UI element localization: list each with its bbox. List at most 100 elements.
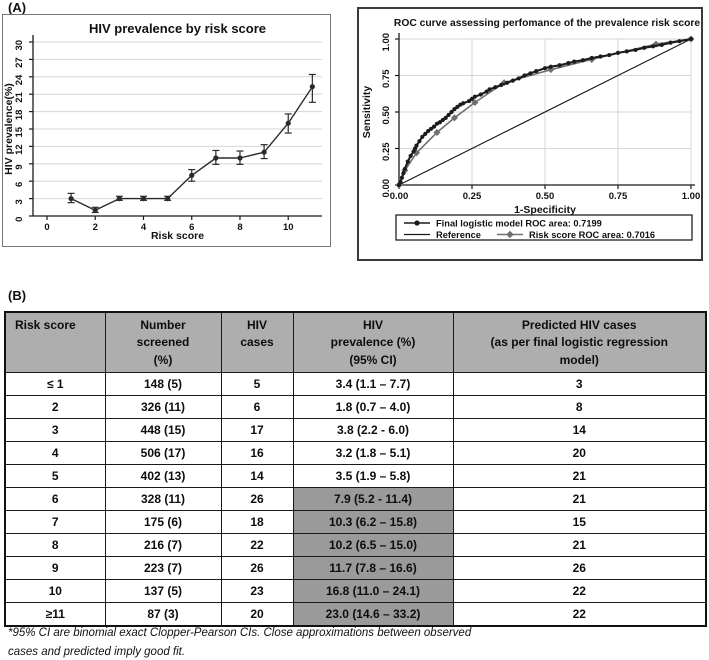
svg-text:ROC curve assessing perfomance: ROC curve assessing perfomance of the pr…: [394, 18, 700, 29]
table-cell-predicted: 21: [452, 487, 707, 512]
svg-text:10: 10: [283, 222, 294, 233]
table-cell-hiv-cases: 18: [220, 510, 294, 535]
table-header-row: Risk score Number screened (%) HIV cases HI…: [4, 311, 707, 374]
table-row: ≤ 1 148 (5) 5 3.4 (1.1 – 7.7) 3: [4, 372, 707, 397]
table-row: 10 137 (5) 23 16.8 (11.0 – 24.1) 22: [4, 579, 707, 604]
table-footnote: *95% CI are binomial exact Clopper-Pears…: [8, 624, 648, 660]
column-header: HIV prevalence (%) (95% CI): [292, 311, 454, 374]
table-cell-prevalence: 3.2 (1.8 – 5.1): [292, 441, 454, 466]
table-cell-hiv-cases: 6: [220, 395, 294, 420]
table-cell-predicted: 26: [452, 556, 707, 581]
svg-text:Risk score ROC area: 0.7016: Risk score ROC area: 0.7016: [529, 230, 655, 240]
svg-text:Risk score: Risk score: [151, 230, 204, 242]
table-cell-predicted: 22: [452, 602, 707, 627]
table-cell-predicted: 22: [452, 579, 707, 604]
svg-text:24: 24: [14, 74, 25, 85]
roc-reference-series: [398, 38, 692, 186]
table-row: 2 326 (11) 6 1.8 (0.7 – 4.0) 8: [4, 395, 707, 420]
svg-text:18: 18: [14, 110, 25, 121]
table-cell-risk-score: 3: [4, 418, 106, 443]
column-header: Risk score: [4, 311, 106, 374]
table-cell-risk-score: 9: [4, 556, 106, 581]
legend: Final logistic model ROC area: 0.7199Ref…: [395, 214, 693, 241]
table-row: 3 448 (15) 17 3.8 (2.2 - 6.0) 14: [4, 418, 707, 443]
table-cell-hiv-cases: 5: [220, 372, 294, 397]
table-cell-number-screened: 328 (11): [104, 487, 222, 512]
table-cell-predicted: 20: [452, 441, 707, 466]
roc-chart-box: 0.00 0.25 0.50 0.75 1.00 0.00 0.25 0.50 0.75 1.00…: [357, 7, 703, 261]
table-body: ≤ 1 148 (5) 5 3.4 (1.1 – 7.7) 3 2 326 (11) 6 1.8…: [4, 372, 707, 627]
table-row: 8 216 (7) 22 10.2 (6.5 – 15.0) 21: [4, 533, 707, 558]
svg-text:Reference: Reference: [436, 230, 481, 240]
column-header: Predicted HIV cases (as per final logist…: [452, 311, 707, 374]
table-cell-risk-score: 7: [4, 510, 106, 535]
table-header: Risk score Number screened (%) HIV cases HI…: [4, 311, 707, 374]
svg-text:0.25: 0.25: [463, 191, 482, 202]
svg-text:1.00: 1.00: [381, 33, 392, 52]
table-cell-hiv-cases: 26: [220, 487, 294, 512]
table-cell-prevalence: 3.5 (1.9 – 5.8): [292, 464, 454, 489]
panel-a-label: (A): [8, 0, 27, 15]
table-cell-risk-score: ≥11: [4, 602, 106, 627]
svg-text:4: 4: [141, 222, 147, 233]
table-cell-risk-score: 2: [4, 395, 106, 420]
svg-text:0.25: 0.25: [381, 142, 392, 161]
table-cell-hiv-cases: 22: [220, 533, 294, 558]
table-cell-predicted: 21: [452, 464, 707, 489]
table-cell-number-screened: 137 (5): [104, 579, 222, 604]
svg-text:2: 2: [93, 222, 98, 233]
table-cell-hiv-cases: 17: [220, 418, 294, 443]
table-cell-hiv-cases: 23: [220, 579, 294, 604]
svg-text:Final logistic model ROC area:: Final logistic model ROC area: 0.7199: [436, 219, 602, 229]
table-cell-number-screened: 87 (3): [104, 602, 222, 627]
table-cell-risk-score: ≤ 1: [4, 372, 106, 397]
table-cell-number-screened: 402 (13): [104, 464, 222, 489]
table-cell-hiv-cases: 14: [220, 464, 294, 489]
table-cell-prevalence: 1.8 (0.7 – 4.0): [292, 395, 454, 420]
column-header: HIV cases: [220, 311, 294, 374]
table-cell-number-screened: 223 (7): [104, 556, 222, 581]
table-cell-number-screened: 175 (6): [104, 510, 222, 535]
svg-text:12: 12: [14, 144, 25, 155]
axes: 0.00 0.25 0.50 0.75 1.00 0.00 0.25 0.50 0.75 1.00: [381, 33, 700, 202]
table-cell-prevalence: 3.4 (1.1 – 7.7): [292, 372, 454, 397]
table-cell-prevalence: 11.7 (7.8 – 16.6): [292, 556, 454, 581]
svg-text:0: 0: [14, 217, 25, 222]
table-cell-prevalence: 10.2 (6.5 – 15.0): [292, 533, 454, 558]
table-cell-predicted: 14: [452, 418, 707, 443]
svg-text:HIV prevalence(%): HIV prevalence(%): [3, 83, 15, 175]
svg-text:0.50: 0.50: [381, 106, 392, 125]
svg-text:15: 15: [14, 126, 25, 137]
svg-text:Sensitivity: Sensitivity: [361, 86, 373, 139]
table-row: 6 328 (11) 26 7.9 (5.2 - 11.4) 21: [4, 487, 707, 512]
svg-text:0.00: 0.00: [390, 191, 409, 202]
roc-final-model-series: [396, 36, 694, 188]
table-row: 9 223 (7) 26 11.7 (7.8 – 16.6) 26: [4, 556, 707, 581]
table-cell-number-screened: 216 (7): [104, 533, 222, 558]
risk-score-table: Risk score Number screened (%) HIV cases HI…: [4, 311, 707, 628]
svg-text:HIV prevalence by risk score: HIV prevalence by risk score: [89, 21, 266, 36]
table-cell-number-screened: 448 (15): [104, 418, 222, 443]
svg-text:0.00: 0.00: [381, 179, 392, 198]
table-cell-risk-score: 8: [4, 533, 106, 558]
roc-curve-chart: 0.00 0.25 0.50 0.75 1.00 0.00 0.25 0.50 0.75 1.00…: [361, 18, 700, 241]
table-cell-risk-score: 6: [4, 487, 106, 512]
table-cell-number-screened: 326 (11): [104, 395, 222, 420]
table-cell-risk-score: 4: [4, 441, 106, 466]
table-cell-hiv-cases: 20: [220, 602, 294, 627]
svg-text:0.50: 0.50: [536, 191, 555, 202]
svg-text:0: 0: [44, 222, 49, 233]
table-cell-risk-score: 5: [4, 464, 106, 489]
table-cell-predicted: 3: [452, 372, 707, 397]
error-bars: [67, 73, 316, 214]
table-cell-prevalence: 3.8 (2.2 - 6.0): [292, 418, 454, 443]
prevalence-series: [68, 84, 315, 213]
table-cell-hiv-cases: 16: [220, 441, 294, 466]
panel-b-label: (B): [8, 288, 27, 303]
table-cell-predicted: 8: [452, 395, 707, 420]
table-row: 5 402 (13) 14 3.5 (1.9 – 5.8) 21: [4, 464, 707, 489]
svg-text:9: 9: [14, 164, 25, 169]
